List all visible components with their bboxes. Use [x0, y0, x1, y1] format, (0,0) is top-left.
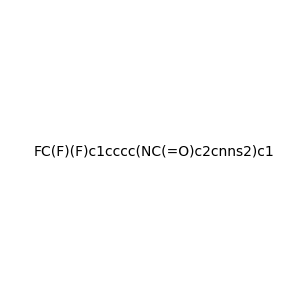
Text: FC(F)(F)c1cccc(NC(=O)c2cnns2)c1: FC(F)(F)c1cccc(NC(=O)c2cnns2)c1 [33, 145, 274, 158]
